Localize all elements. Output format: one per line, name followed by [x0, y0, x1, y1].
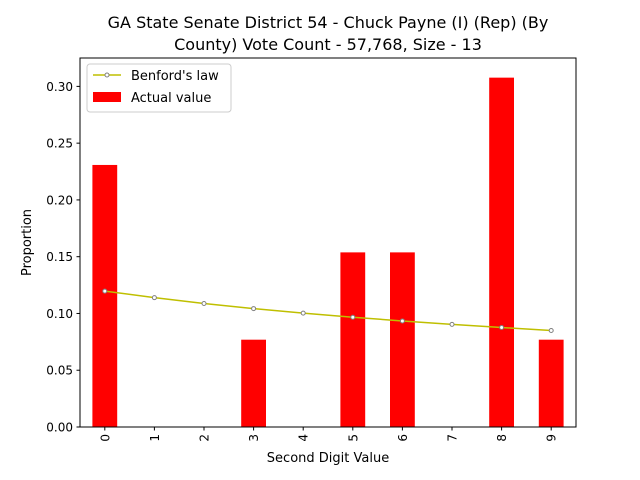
- bar-digit-6: [390, 252, 415, 427]
- x-tick-label: 8: [495, 434, 509, 442]
- benford-point-9: [548, 327, 554, 333]
- bar-digit-5: [340, 252, 366, 427]
- benford-point-8: [499, 325, 505, 331]
- x-axis-label: Second Digit Value: [267, 451, 389, 466]
- y-tick-label: 0.20: [46, 193, 73, 207]
- legend-marker-swatch: [104, 72, 110, 78]
- legend-box: [86, 63, 232, 113]
- x-axis: 0 1 2 3 4 5 6 7 8 9: [98, 427, 559, 442]
- x-tick-label: 4: [297, 434, 311, 442]
- bar-digit-9: [538, 339, 564, 427]
- benford-point-5: [350, 314, 356, 320]
- y-tick-label: 0.10: [46, 307, 73, 321]
- benford-point-0: [102, 288, 108, 294]
- benford-point-2: [201, 300, 207, 306]
- x-tick-label: 5: [346, 434, 360, 442]
- y-axis: 0.00 0.05 0.10 0.15 0.20 0.25 0.30: [46, 80, 80, 435]
- legend-label-benford: Benford's law: [131, 69, 219, 84]
- benford-point-7: [449, 321, 455, 327]
- benford-line-layer: [102, 288, 554, 333]
- plot-frame: [79, 57, 577, 428]
- legend: Benford's law Actual value: [86, 63, 232, 113]
- y-tick-label: 0.30: [46, 80, 73, 94]
- chart-title-line-2: County) Vote Count - 57,768, Size - 13: [174, 35, 482, 54]
- benford-point-3: [251, 306, 257, 312]
- x-tick-label: 2: [198, 434, 212, 442]
- bar-digit-0: [92, 164, 118, 427]
- x-tick-label: 7: [446, 434, 460, 442]
- chart-title-line-1: GA State Senate District 54 - Chuck Payn…: [108, 13, 549, 32]
- bar-digit-3: [241, 339, 266, 427]
- y-axis-label: Proportion: [20, 209, 35, 276]
- y-tick-label: 0.00: [46, 421, 73, 435]
- benford-point-1: [151, 295, 157, 301]
- x-tick-label: 1: [148, 434, 162, 442]
- legend-label-actual: Actual value: [131, 91, 211, 106]
- y-tick-label: 0.05: [46, 364, 73, 378]
- benford-point-6: [399, 318, 405, 324]
- x-tick-label: 0: [98, 434, 112, 442]
- x-tick-label: 9: [545, 434, 559, 442]
- benford-point-4: [300, 310, 306, 316]
- bar-layer: [92, 77, 564, 427]
- x-tick-label: 6: [396, 434, 410, 442]
- y-tick-label: 0.25: [46, 137, 73, 151]
- legend-bar-swatch: [93, 92, 121, 102]
- y-tick-label: 0.15: [46, 250, 73, 264]
- benford-line: [104, 290, 552, 332]
- x-tick-label: 3: [247, 434, 261, 442]
- bar-digit-8: [489, 77, 514, 427]
